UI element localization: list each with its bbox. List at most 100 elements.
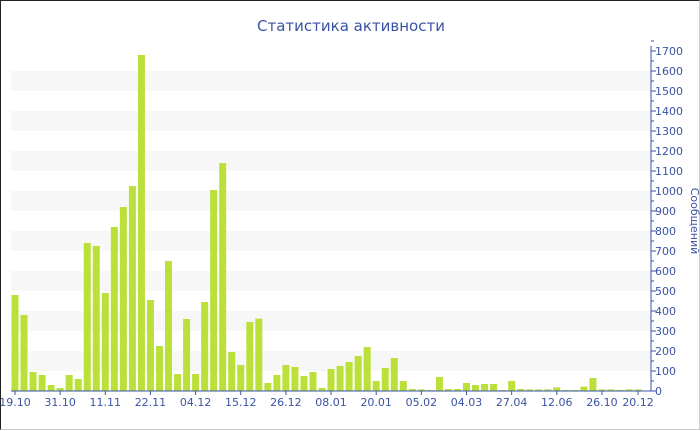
bar — [607, 389, 615, 391]
bar — [29, 372, 37, 391]
bar — [273, 375, 281, 391]
bar — [210, 190, 218, 391]
bar — [390, 358, 398, 391]
y-tick-label: 0 — [655, 385, 662, 398]
y-axis-label: Сообщений — [688, 188, 700, 255]
y-tick-label: 1000 — [655, 185, 683, 198]
x-tick-label: 08.01 — [315, 396, 347, 409]
bar — [417, 389, 425, 391]
bar — [219, 163, 227, 391]
bar — [65, 375, 73, 391]
bar — [201, 302, 209, 391]
bar — [155, 346, 163, 391]
y-tick-label: 800 — [655, 225, 676, 238]
bar — [345, 362, 353, 391]
bar — [589, 378, 597, 391]
bar — [128, 186, 136, 391]
bar — [625, 389, 633, 391]
x-tick-label: 22.11 — [135, 396, 167, 409]
bar — [517, 389, 525, 391]
x-tick-label: 04.03 — [451, 396, 483, 409]
y-tick-label: 200 — [655, 345, 676, 358]
x-tick-label: 19.10 — [1, 396, 31, 409]
bar — [165, 261, 173, 391]
y-tick-label: 700 — [655, 245, 676, 258]
bar — [553, 387, 561, 391]
y-tick-label: 600 — [655, 265, 676, 278]
y-tick-label: 1200 — [655, 145, 683, 158]
x-tick-label: 15.12 — [225, 396, 257, 409]
bar — [282, 365, 290, 391]
bar — [598, 389, 606, 391]
y-tick-label: 1300 — [655, 125, 683, 138]
bar — [372, 381, 380, 391]
x-tick-label: 20.12 — [622, 396, 654, 409]
bar — [255, 318, 263, 391]
bar — [381, 368, 389, 391]
x-tick-label: 26.12 — [270, 396, 302, 409]
x-tick-label: 12.06 — [541, 396, 573, 409]
bar — [508, 381, 516, 391]
bar — [580, 386, 588, 391]
grid-band — [11, 231, 651, 251]
bar — [146, 300, 154, 391]
bar — [408, 389, 416, 391]
bar — [327, 369, 335, 391]
bar — [11, 295, 19, 391]
bar — [354, 356, 362, 391]
x-tick-label: 11.11 — [90, 396, 122, 409]
x-tick-label: 27.04 — [496, 396, 528, 409]
bar — [453, 389, 461, 391]
bar — [463, 383, 470, 391]
bar — [363, 347, 371, 391]
bar — [83, 243, 91, 391]
bar — [291, 367, 299, 391]
bar — [472, 385, 480, 391]
bar — [174, 374, 182, 391]
bar — [237, 365, 245, 391]
bar — [399, 381, 407, 391]
y-tick-label: 1600 — [655, 65, 683, 78]
y-tick-label: 500 — [655, 285, 676, 298]
x-tick-label: 31.10 — [44, 396, 76, 409]
bar — [435, 377, 443, 391]
y-tick-label: 1500 — [655, 85, 683, 98]
y-tick-label: 900 — [655, 205, 676, 218]
grid-band — [11, 71, 651, 91]
chart-title: Статистика активности — [257, 17, 445, 35]
x-tick-label: 05.02 — [406, 396, 438, 409]
bar — [526, 389, 534, 391]
bar — [38, 375, 46, 391]
bar — [192, 374, 200, 391]
x-tick-label: 26.10 — [586, 396, 618, 409]
bar — [101, 293, 109, 391]
y-tick-label: 400 — [655, 305, 676, 318]
bar — [634, 389, 642, 391]
bar — [47, 385, 55, 391]
bar — [228, 352, 236, 391]
bar — [74, 379, 82, 391]
bar — [137, 55, 145, 391]
bar — [246, 322, 254, 391]
bar — [481, 384, 489, 391]
bar — [264, 383, 272, 391]
grid-band — [11, 271, 651, 291]
bar — [183, 319, 191, 391]
y-tick-label: 1700 — [655, 45, 683, 58]
y-tick-label: 300 — [655, 325, 676, 338]
bar — [309, 372, 317, 391]
bar — [300, 376, 308, 391]
bar — [336, 366, 344, 391]
bar — [56, 388, 64, 391]
bar — [544, 389, 552, 391]
bar — [20, 315, 28, 391]
y-tick-label: 1400 — [655, 105, 683, 118]
bar — [92, 246, 100, 391]
bar — [444, 389, 452, 391]
grid-band — [11, 111, 651, 131]
grid-band — [11, 191, 651, 211]
y-tick-label: 1100 — [655, 165, 683, 178]
bar — [119, 207, 127, 391]
bar — [318, 388, 326, 391]
